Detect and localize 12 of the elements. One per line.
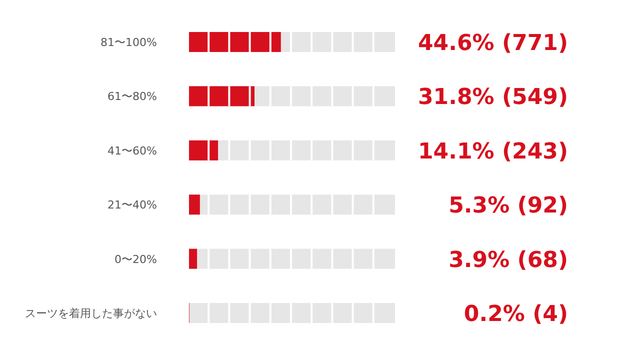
data-label: 14.1% (243) [418,139,568,164]
data-label: 5.3% (92) [448,194,568,219]
y-tick-label: 81〜100% [100,36,157,49]
data-label: 3.9% (68) [448,248,568,273]
y-tick-label: 0〜20% [114,252,157,266]
data-label: 44.6% (771) [418,31,568,56]
y-tick-label: スーツを着用した事がない [25,307,157,320]
data-label: 0.2% (4) [464,302,568,327]
data-label: 31.8% (549) [418,85,568,110]
y-tick-label: 21〜40% [108,198,157,212]
y-tick-label: 61〜80% [108,90,157,104]
y-tick-label: 41〜60% [108,144,157,158]
